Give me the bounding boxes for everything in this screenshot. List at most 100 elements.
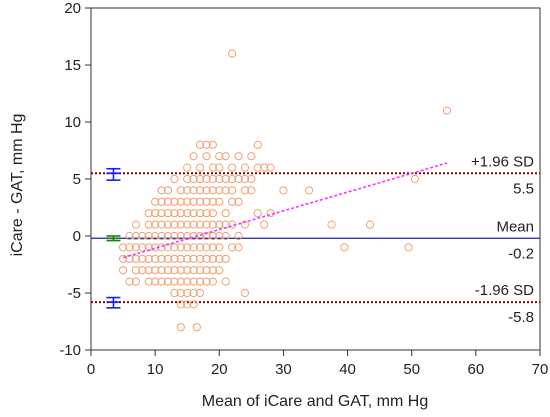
data-point (163, 266, 173, 275)
data-point (202, 243, 211, 252)
data-point (170, 266, 179, 275)
data-point (176, 266, 185, 275)
data-point (208, 197, 217, 206)
data-point (327, 220, 336, 229)
reference-value-0: 5.5 (513, 180, 534, 197)
data-point (138, 243, 147, 252)
data-point (221, 186, 230, 195)
data-point (125, 277, 134, 286)
reference-lines (91, 172, 540, 304)
data-point (202, 152, 211, 161)
data-point (215, 152, 224, 161)
x-tick-label: 70 (532, 361, 549, 378)
data-point (228, 197, 237, 206)
data-point (170, 197, 179, 206)
data-point (138, 254, 147, 263)
data-point (170, 288, 179, 298)
y-tick-label: -10 (59, 342, 81, 359)
data-point (208, 231, 217, 241)
data-point (176, 277, 185, 286)
data-point (144, 220, 153, 229)
data-point (189, 186, 198, 195)
data-point (253, 209, 262, 218)
reference-value-1: -0.2 (508, 245, 534, 262)
regression-line (122, 162, 448, 259)
data-point (170, 243, 179, 252)
data-point (208, 266, 217, 275)
data-point (183, 163, 192, 172)
data-point (176, 288, 185, 298)
data-point (234, 152, 243, 161)
data-point (202, 220, 211, 229)
data-point (183, 209, 192, 218)
data-point (247, 152, 256, 161)
reference-name-0: +1.96 SD (471, 153, 534, 170)
data-point (234, 174, 243, 184)
data-point (138, 231, 147, 241)
data-point (151, 197, 160, 206)
data-point (202, 197, 211, 206)
data-point (228, 49, 237, 58)
data-point (138, 266, 147, 275)
data-point (157, 254, 166, 263)
y-tick-label: 5 (73, 171, 81, 188)
data-point (151, 220, 160, 229)
data-point (208, 140, 217, 149)
data-point (144, 209, 153, 218)
data-point (144, 243, 153, 252)
data-point (221, 231, 230, 241)
data-point (176, 243, 185, 252)
y-axis-label: iCare - GAT, mm Hg (9, 114, 26, 257)
data-point (163, 220, 173, 229)
data-point (189, 209, 198, 218)
data-point (151, 254, 160, 263)
data-point (176, 220, 185, 229)
data-point (404, 243, 413, 252)
data-point (240, 174, 250, 184)
data-point (195, 163, 205, 172)
data-point (195, 220, 205, 229)
data-point (151, 231, 160, 241)
data-point (163, 197, 173, 206)
data-point (157, 266, 166, 275)
data-point (215, 174, 224, 184)
x-tick-label: 10 (147, 361, 164, 378)
data-point (183, 288, 192, 298)
data-point (240, 220, 250, 229)
data-point (163, 186, 173, 195)
data-point (195, 174, 205, 184)
data-point (442, 106, 452, 115)
data-point (240, 186, 250, 195)
data-point (183, 186, 192, 195)
data-point (192, 323, 201, 332)
data-point (195, 140, 205, 149)
plot-area (90, 7, 541, 351)
data-point (221, 152, 230, 161)
data-point (183, 266, 192, 275)
data-point (266, 163, 275, 172)
data-point (279, 186, 288, 195)
data-point (157, 209, 166, 218)
data-point (189, 220, 198, 229)
data-point (215, 231, 224, 241)
data-point (176, 231, 185, 241)
x-tick-label: 30 (275, 361, 292, 378)
regression-line-group (122, 162, 448, 259)
y-tick-label: 0 (73, 228, 81, 245)
data-point (208, 220, 217, 229)
data-point (208, 254, 217, 263)
data-point (202, 174, 211, 184)
data-point (189, 300, 198, 309)
data-point (202, 186, 211, 195)
data-point (189, 197, 198, 206)
data-point (202, 140, 211, 149)
data-point (240, 288, 250, 298)
data-point (221, 254, 230, 263)
data-point (189, 243, 198, 252)
data-point (157, 277, 166, 286)
data-point (170, 220, 179, 229)
data-point (215, 186, 224, 195)
x-tick-label: 20 (211, 361, 228, 378)
data-point (221, 209, 230, 218)
data-point (195, 254, 205, 263)
